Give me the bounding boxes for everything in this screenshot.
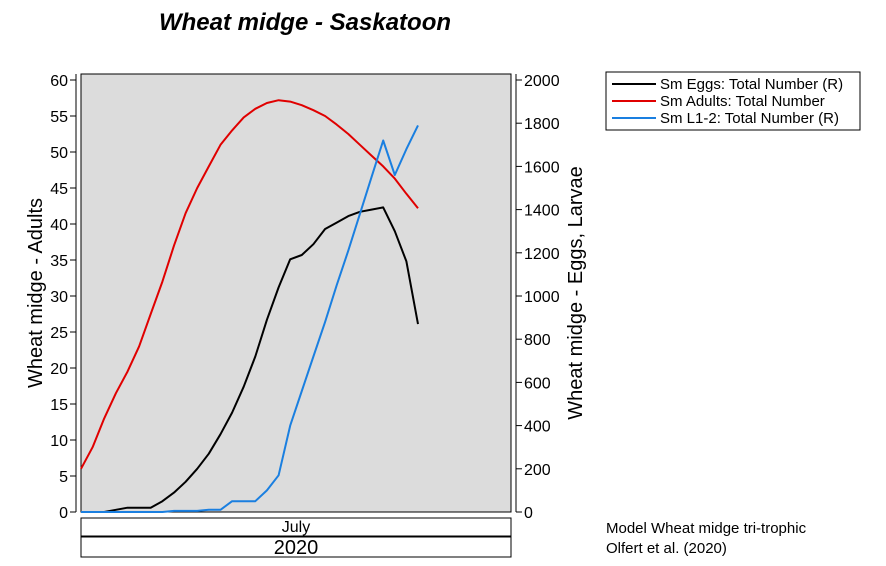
left-axis: 0 5 10 15 20 25 30 35 40 45 50 55 60 [50,73,76,522]
month-label: July [282,519,310,536]
left-tick-label: 5 [59,469,68,486]
right-tick-label: 1200 [524,246,560,263]
left-tick-label: 50 [50,145,68,162]
left-tick-label: 30 [50,289,68,306]
left-tick-label: 25 [50,325,68,342]
right-tick-label: 400 [524,419,551,436]
footer-line2: Olfert et al. (2020) [606,540,727,557]
legend-label: Sm L1-2: Total Number (R) [660,110,839,127]
right-tick-label: 2000 [524,73,560,90]
eggs-line [81,206,419,513]
larvae-line [81,124,419,513]
right-tick-label: 200 [524,462,551,479]
right-axis: 0 200 400 600 800 1000 1200 1400 1600 1800 2000 [516,73,560,522]
legend-items: Sm Eggs: Total Number (R)Sm Adults: Tota… [612,76,843,127]
right-tick-label: 1400 [524,203,560,220]
left-tick-label: 55 [50,109,68,126]
legend-label: Sm Adults: Total Number [660,93,825,110]
left-tick-label: 20 [50,361,68,378]
right-tick-label: 800 [524,332,551,349]
year-label: 2020 [274,537,319,559]
left-tick-label: 10 [50,433,68,450]
left-tick-label: 60 [50,73,68,90]
adults-line [80,99,419,470]
right-axis-label: Wheat midge - Eggs, Larvae [565,166,587,419]
left-tick-label: 35 [50,253,68,270]
right-tick-label: 600 [524,375,551,392]
chart-title: Wheat midge - Saskatoon [159,9,451,36]
right-tick-label: 1600 [524,159,560,176]
series-layer [80,99,419,513]
year-band [80,536,512,558]
left-tick-label: 15 [50,397,68,414]
left-tick-label: 0 [59,505,68,522]
right-tick-label: 0 [524,505,533,522]
right-tick-label: 1800 [524,116,560,133]
left-axis-label: Wheat midge - Adults [25,198,47,388]
left-tick-label: 45 [50,181,68,198]
left-tick-label: 40 [50,217,68,234]
footer-line1: Model Wheat midge tri-trophic [606,520,807,537]
plot-area [80,73,512,513]
month-band [80,517,512,537]
right-tick-label: 1000 [524,289,560,306]
legend-label: Sm Eggs: Total Number (R) [660,76,843,93]
